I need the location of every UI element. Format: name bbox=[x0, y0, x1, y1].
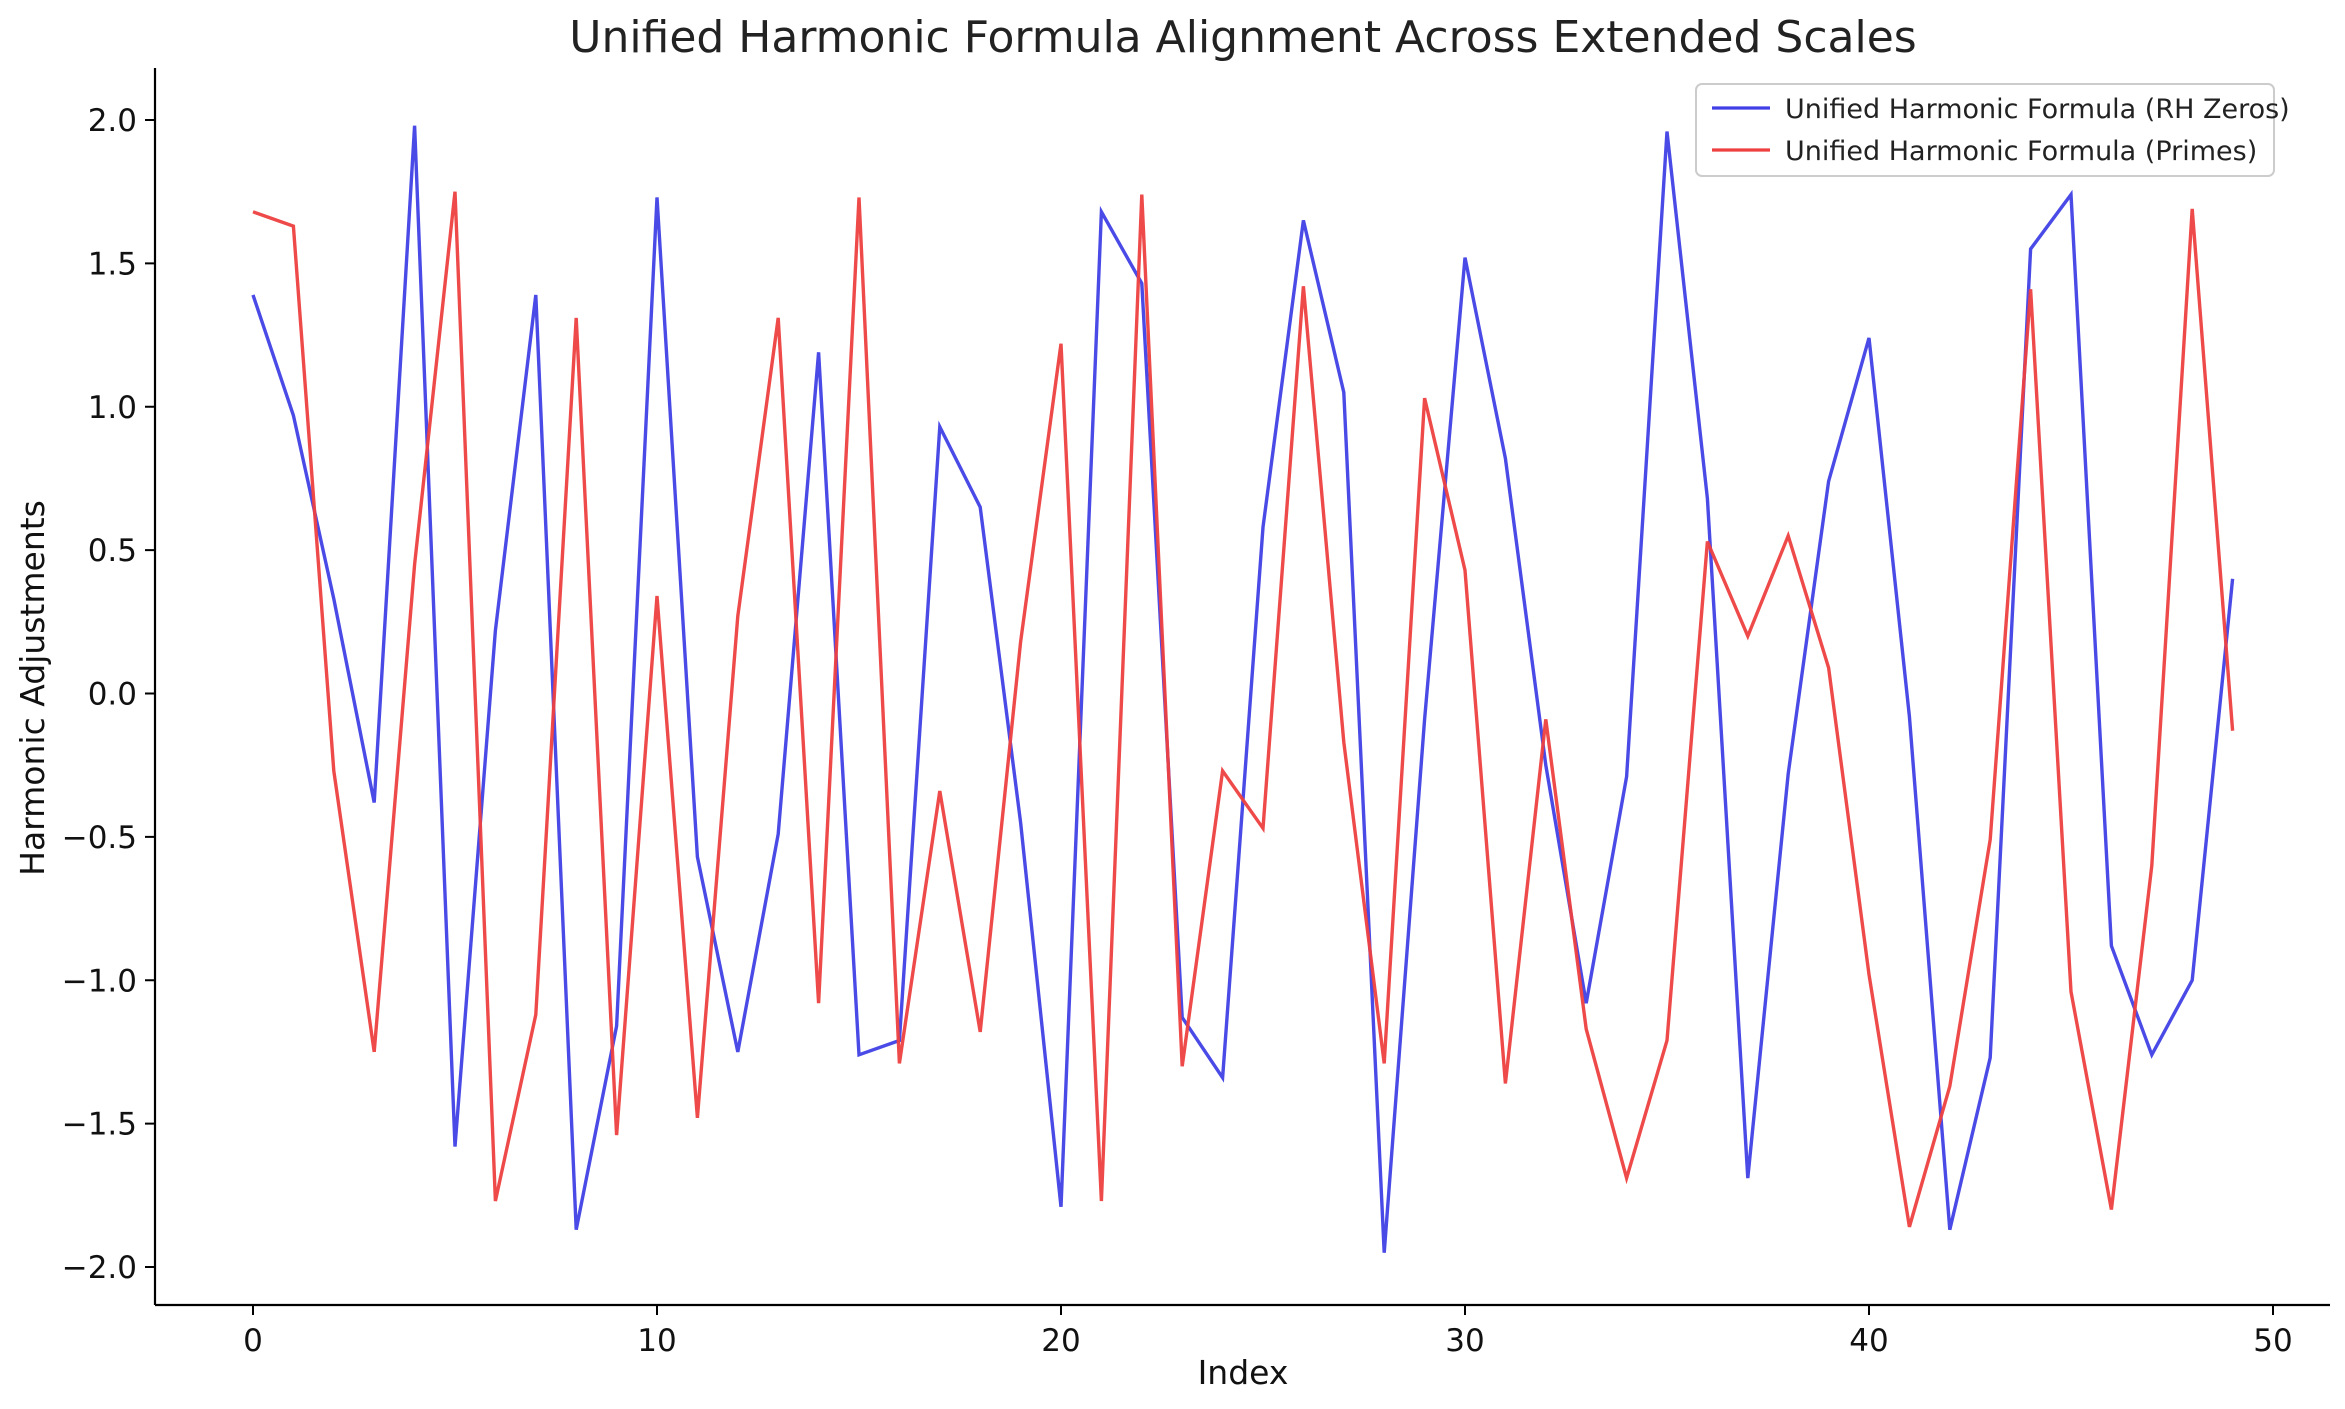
x-tick-label: 0 bbox=[243, 1323, 263, 1359]
y-tick-label: 1.5 bbox=[88, 246, 137, 282]
y-tick-label: −0.5 bbox=[62, 820, 137, 856]
x-tick-label: 10 bbox=[637, 1323, 676, 1359]
y-tick-label: −1.0 bbox=[62, 963, 137, 999]
y-tick-label: 1.0 bbox=[88, 390, 137, 426]
legend-box bbox=[1695, 83, 2275, 177]
y-axis-title: Harmonic Adjustments bbox=[13, 500, 52, 876]
x-tick-label: 50 bbox=[2253, 1323, 2292, 1359]
x-axis-ticks: 0 10 20 30 40 50 bbox=[243, 1305, 2293, 1359]
series-line-rh-zeros bbox=[251, 125, 2235, 1253]
series-layer bbox=[251, 125, 2235, 1253]
x-tick-label: 30 bbox=[1445, 1323, 1484, 1359]
y-axis-ticks: 2.0 1.5 1.0 0.5 0.0 −0.5 −1.0 −1.5 −2.0 bbox=[62, 103, 155, 1286]
y-tick-label: 2.0 bbox=[88, 103, 137, 139]
chart-title: Unified Harmonic Formula Alignment Acros… bbox=[569, 12, 1916, 63]
y-tick-label: −1.5 bbox=[62, 1107, 137, 1143]
x-axis-title: Index bbox=[1198, 1353, 1289, 1392]
y-tick-label: 0.5 bbox=[88, 533, 137, 569]
y-tick-label: 0.0 bbox=[88, 677, 137, 713]
x-tick-label: 40 bbox=[1849, 1323, 1888, 1359]
legend-label-primes: Unified Harmonic Formula (Primes) bbox=[1785, 136, 2257, 167]
x-tick-label: 20 bbox=[1041, 1323, 1080, 1359]
legend: Unified Harmonic Formula (RH Zeros) Unif… bbox=[1695, 83, 2290, 177]
plot-frame bbox=[153, 68, 2330, 1307]
legend-label-rh-zeros: Unified Harmonic Formula (RH Zeros) bbox=[1785, 94, 2290, 125]
series-line-primes bbox=[252, 191, 2235, 1228]
y-tick-label: −2.0 bbox=[62, 1250, 137, 1286]
